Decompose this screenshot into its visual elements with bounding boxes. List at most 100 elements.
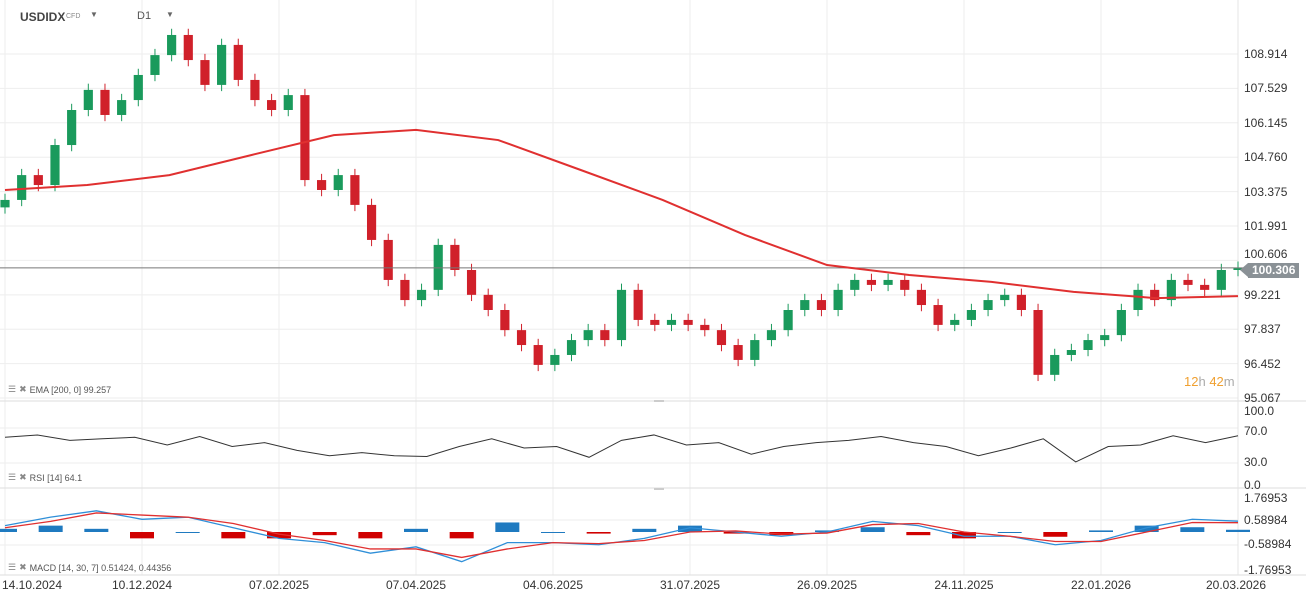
candle-body <box>550 354 560 365</box>
macd-histogram-bar <box>1043 532 1068 537</box>
ema-200-line <box>4 128 1239 300</box>
candle-body <box>250 79 260 101</box>
candle-body <box>516 330 527 346</box>
candle-body <box>1016 294 1026 310</box>
pane-resize-handle[interactable] <box>654 488 664 490</box>
price-axis-label: 103.375 <box>1244 184 1288 199</box>
date-axis-label: 31.07.2025 <box>659 578 721 592</box>
candle-body <box>666 319 677 325</box>
candle-body <box>766 330 777 341</box>
close-icon[interactable]: ✖ <box>19 472 27 482</box>
candle-body <box>900 279 910 290</box>
timeframe-dropdown-icon[interactable]: ▼ <box>166 10 174 19</box>
candle-body <box>1183 279 1193 285</box>
rsi-axis-label: 30.0 <box>1244 454 1268 469</box>
last-price-label: 100.306 <box>1239 263 1300 278</box>
macd-legend: ☰ ✖ MACD [14, 30, 7] 0.51424, 0.44356 <box>8 562 171 573</box>
candle-body <box>600 330 610 341</box>
macd-histogram-bar <box>860 527 885 532</box>
macd-histogram-bar <box>632 528 657 532</box>
candle-body <box>983 300 993 310</box>
candle-timer: 12h 42m <box>1184 374 1235 389</box>
date-axis-label: 20.03.2026 <box>1205 578 1267 592</box>
candle-body <box>1216 270 1226 290</box>
close-icon[interactable]: ✖ <box>19 562 27 572</box>
candle-body <box>950 319 960 325</box>
ema-legend: ☰ ✖ EMA [200, 0] 99.257 <box>8 384 111 395</box>
rsi-line <box>4 434 1239 463</box>
instrument-type: CFD <box>66 13 81 20</box>
macd-histogram-bar <box>952 532 976 539</box>
macd-histogram-bar <box>495 522 520 532</box>
date-axis-label: 10.12.2024 <box>111 578 173 592</box>
candle-body <box>633 289 643 320</box>
date-axis-label: 14.10.2024 <box>1 578 63 592</box>
macd-histogram-bar <box>221 532 246 539</box>
settings-icon[interactable]: ☰ <box>8 472 17 482</box>
candle-body <box>67 110 77 146</box>
candle-body <box>700 324 710 331</box>
candle-body <box>283 95 293 110</box>
macd-histogram-bar <box>312 532 337 536</box>
candle-body <box>50 145 60 186</box>
candle-body <box>1200 284 1210 290</box>
candle-body <box>800 300 810 310</box>
macd-histogram-bar <box>404 528 428 532</box>
macd-histogram-bar <box>678 525 702 532</box>
macd-axis-label: -1.76953 <box>1244 562 1292 577</box>
macd-histogram-bar <box>130 532 154 539</box>
rsi-axis-label: 70.0 <box>1244 424 1268 439</box>
candle-body <box>650 319 660 325</box>
price-axis-label: 101.991 <box>1244 219 1288 233</box>
pane-resize-handle[interactable] <box>654 400 664 402</box>
candle-body <box>883 279 893 285</box>
candle-body <box>916 289 927 306</box>
candle-body <box>167 34 177 56</box>
candle-body <box>566 340 577 355</box>
macd-histogram-bar <box>449 532 474 539</box>
date-axis-label: 22.01.2026 <box>1070 578 1132 592</box>
settings-icon[interactable]: ☰ <box>8 562 17 572</box>
symbol-label: USDIDX <box>20 10 66 24</box>
candle-body <box>150 55 160 75</box>
date-axis-label: 07.04.2025 <box>385 578 447 592</box>
macd-label: MACD [14, 30, 7] 0.51424, 0.44356 <box>29 562 172 573</box>
macd-histogram-bar <box>84 528 109 532</box>
candle-body <box>1166 279 1176 301</box>
timer-hours: 12 <box>1184 374 1199 389</box>
candle-body <box>1050 354 1060 375</box>
macd-histogram-bar <box>997 532 1022 533</box>
symbol-selector[interactable]: USDIDX <box>20 10 65 24</box>
candle-body <box>117 100 127 115</box>
candle-body <box>100 89 110 115</box>
candle-body <box>1083 340 1093 350</box>
candle-body <box>200 60 210 85</box>
candle-body <box>750 340 760 360</box>
rsi-axis-label: 0.0 <box>1244 478 1261 492</box>
macd-histogram-bar <box>1134 525 1159 532</box>
macd-histogram-bar <box>723 532 748 534</box>
date-axis-label: 04.06.2025 <box>522 578 584 592</box>
price-axis-label: 99.221 <box>1244 287 1281 302</box>
timeframe-selector[interactable]: D1 <box>137 10 151 22</box>
candle-body <box>333 175 343 190</box>
settings-icon[interactable]: ☰ <box>8 384 17 394</box>
close-icon[interactable]: ✖ <box>19 384 27 394</box>
price-axis-label: 100.606 <box>1244 247 1288 261</box>
candle-body <box>1133 289 1143 310</box>
rsi-axis-label: 100.0 <box>1244 404 1275 419</box>
rsi-legend: ☰ ✖ RSI [14] 64.1 <box>8 472 82 483</box>
candle-body <box>1150 289 1160 301</box>
candle-body <box>300 95 310 181</box>
candle-body <box>17 175 27 200</box>
price-axis-label: 107.529 <box>1244 81 1288 96</box>
price-axis-label: 104.760 <box>1244 150 1288 165</box>
signal-line <box>4 512 1239 559</box>
symbol-dropdown-icon[interactable]: ▼ <box>90 10 98 19</box>
candle-body <box>833 289 843 310</box>
date-axis-label: 26.09.2025 <box>796 578 858 592</box>
candle-body <box>783 310 793 331</box>
macd-histogram-bar <box>38 525 63 532</box>
macd-histogram-bar <box>1180 527 1205 532</box>
